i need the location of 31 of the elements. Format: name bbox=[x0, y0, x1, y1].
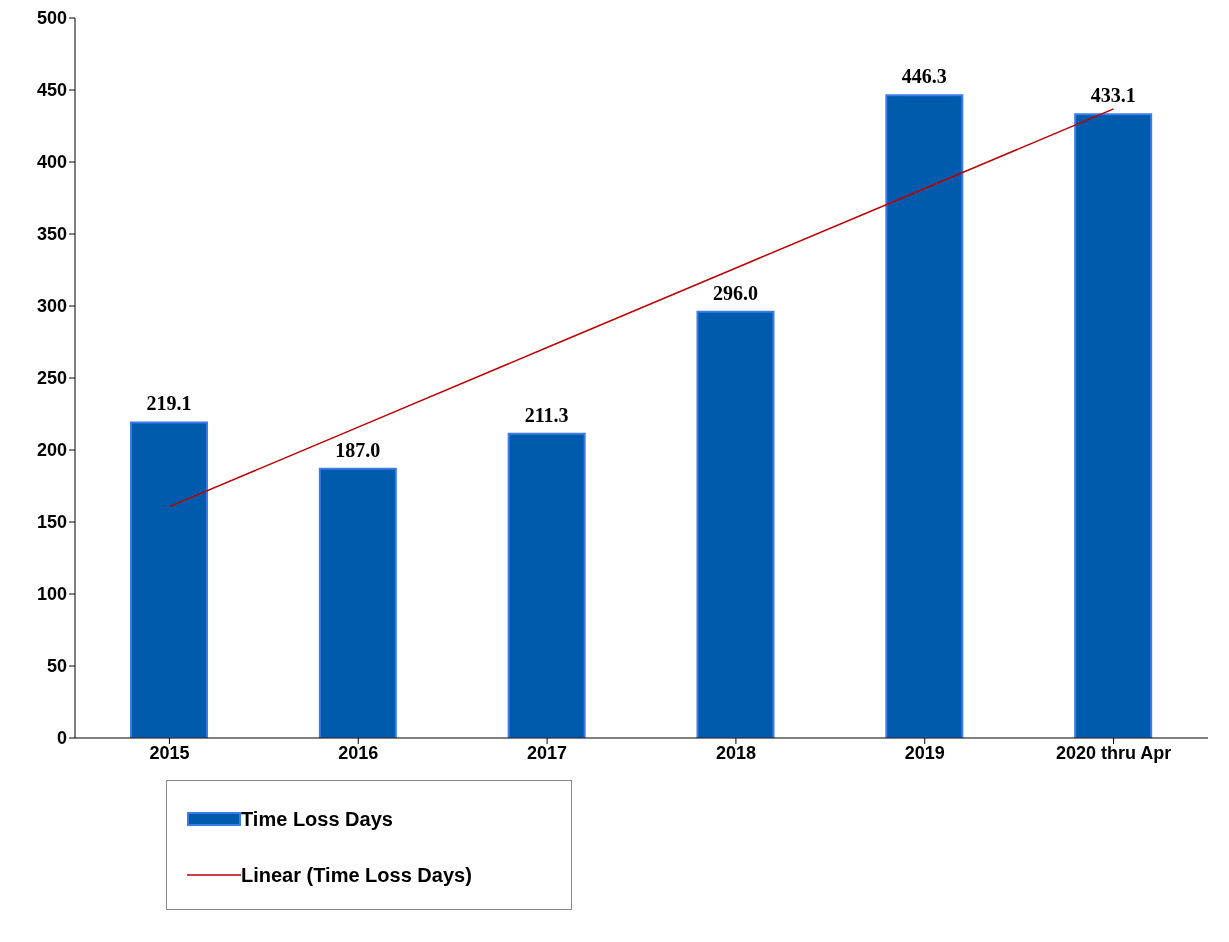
y-tick-label: 450 bbox=[36, 80, 67, 101]
y-tick-label: 350 bbox=[36, 224, 67, 245]
bar bbox=[1074, 113, 1153, 738]
y-tick-label: 100 bbox=[36, 584, 67, 605]
x-tick-label: 2020 thru Apr bbox=[1055, 742, 1172, 763]
x-tick-label: 2019 bbox=[904, 742, 945, 763]
y-tick-label: 300 bbox=[36, 296, 67, 317]
y-tick-label: 50 bbox=[46, 656, 67, 677]
data-label: 187.0 bbox=[335, 438, 381, 461]
y-tick-label: 250 bbox=[36, 368, 67, 389]
bar bbox=[507, 432, 586, 738]
bar bbox=[130, 421, 208, 738]
x-tick-label: 2015 bbox=[149, 742, 190, 763]
bar bbox=[318, 467, 397, 738]
legend-label: Time Loss Days bbox=[241, 807, 393, 831]
x-tick-label: 2018 bbox=[715, 742, 756, 763]
data-label: 433.1 bbox=[1090, 84, 1136, 107]
y-tick-label: 400 bbox=[36, 152, 67, 173]
bar bbox=[885, 94, 964, 738]
data-label: 446.3 bbox=[901, 65, 947, 88]
x-tick-label: 2016 bbox=[338, 742, 379, 763]
y-tick-label: 150 bbox=[36, 512, 67, 533]
data-label: 219.1 bbox=[146, 392, 192, 415]
x-tick-label: 2017 bbox=[527, 742, 568, 763]
y-tick-label: 500 bbox=[36, 8, 67, 29]
legend-label: Linear (Time Loss Days) bbox=[241, 863, 472, 887]
data-label: 211.3 bbox=[524, 403, 569, 426]
bar bbox=[696, 310, 775, 738]
data-label: 296.0 bbox=[713, 281, 758, 304]
y-tick-label: 200 bbox=[36, 440, 67, 461]
y-tick-label: 0 bbox=[56, 728, 67, 749]
